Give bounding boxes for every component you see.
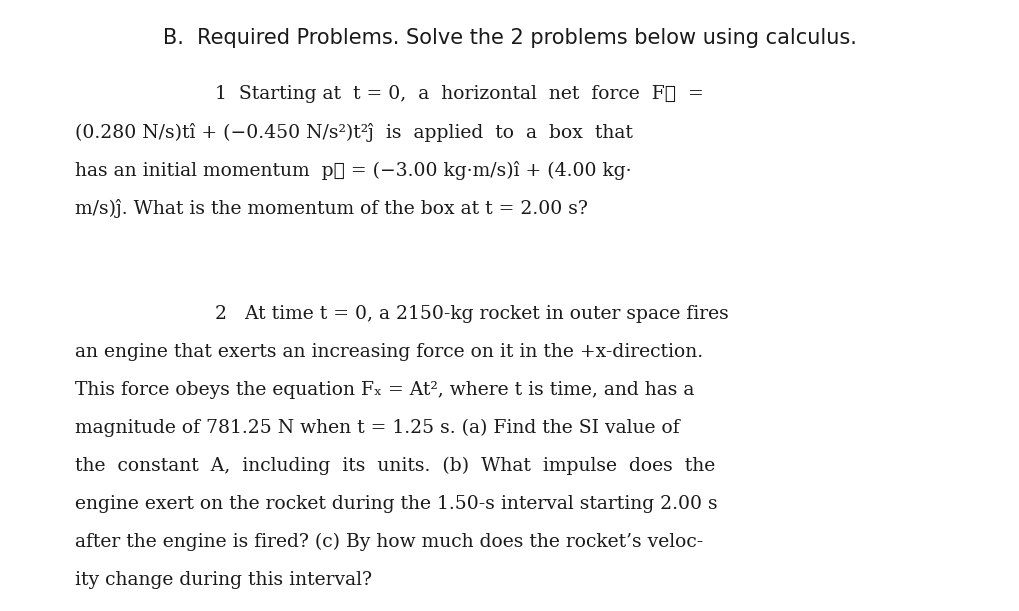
Text: B.  Required Problems. Solve the 2 problems below using calculus.: B. Required Problems. Solve the 2 proble… [163, 28, 856, 48]
Text: has an initial momentum  p⃗ = (−3.00 kg·m/s)î + (4.00 kg·: has an initial momentum p⃗ = (−3.00 kg·m… [75, 161, 631, 180]
Text: (0.280 N/s)tî + (−0.450 N/s²)t²ĵ  is  applied  to  a  box  that: (0.280 N/s)tî + (−0.450 N/s²)t²ĵ is appl… [75, 123, 632, 142]
Text: after the engine is fired? (c) By how much does the rocket’s veloc-: after the engine is fired? (c) By how mu… [75, 533, 702, 551]
Text: This force obeys the equation Fₓ = At², where t is time, and has a: This force obeys the equation Fₓ = At², … [75, 381, 694, 399]
Text: magnitude of 781.25 N when t = 1.25 s. (a) Find the SI value of: magnitude of 781.25 N when t = 1.25 s. (… [75, 419, 679, 437]
Text: ity change during this interval?: ity change during this interval? [75, 571, 372, 589]
Text: 2   At time t = 0, a 2150-kg rocket in outer space fires: 2 At time t = 0, a 2150-kg rocket in out… [215, 305, 728, 323]
Text: m/s)ĵ. What is the momentum of the box at t = 2.00 s?: m/s)ĵ. What is the momentum of the box a… [75, 199, 587, 218]
Text: 1  Starting at  t = 0,  a  horizontal  net  force  F⃗  =: 1 Starting at t = 0, a horizontal net fo… [215, 85, 703, 103]
Text: an engine that exerts an increasing force on it in the +x-direction.: an engine that exerts an increasing forc… [75, 343, 702, 361]
Text: engine exert on the rocket during the 1.50-s interval starting 2.00 s: engine exert on the rocket during the 1.… [75, 495, 717, 513]
Text: the  constant  A,  including  its  units.  (b)  What  impulse  does  the: the constant A, including its units. (b)… [75, 457, 714, 475]
